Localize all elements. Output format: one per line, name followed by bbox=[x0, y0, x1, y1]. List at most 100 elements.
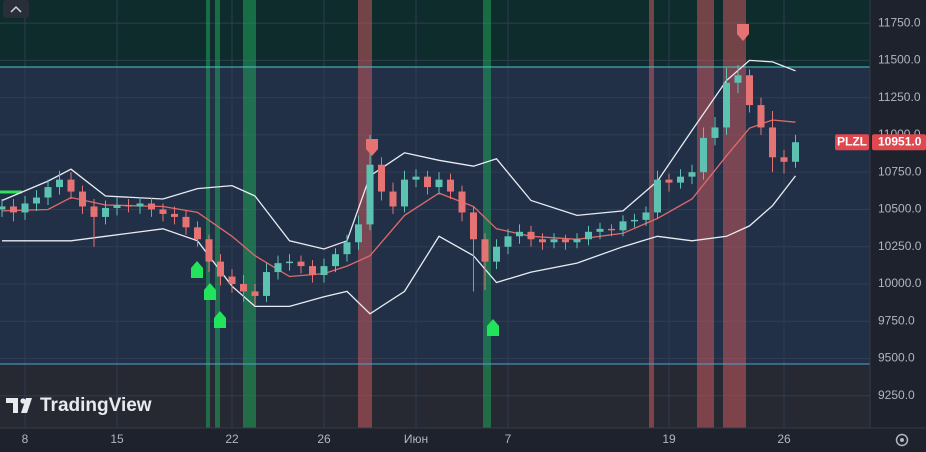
candle-body bbox=[136, 203, 144, 207]
x-tick-label: 19 bbox=[662, 432, 676, 446]
buy-signal bbox=[191, 261, 203, 278]
candle-body bbox=[711, 127, 719, 138]
price-axis bbox=[870, 0, 926, 452]
candle-body bbox=[10, 206, 17, 213]
candle-body bbox=[700, 137, 707, 173]
candle-body bbox=[332, 254, 339, 267]
candle-body bbox=[435, 179, 443, 188]
candle-body bbox=[401, 179, 408, 207]
candle-body bbox=[769, 127, 776, 158]
sell-signal bbox=[366, 139, 378, 156]
brand-logo: TradingView bbox=[6, 395, 152, 416]
candle-body bbox=[102, 207, 109, 217]
signal-stripe bbox=[243, 0, 256, 428]
x-tick-label: Июн bbox=[404, 432, 428, 446]
candle-body bbox=[171, 213, 178, 217]
candle-body bbox=[447, 179, 454, 192]
last-price-label: 10951.0 bbox=[878, 134, 922, 148]
candle-body bbox=[309, 266, 316, 276]
candle-body bbox=[194, 227, 201, 240]
sell-signal bbox=[737, 24, 749, 41]
candles bbox=[0, 64, 799, 305]
candle-body bbox=[516, 231, 523, 237]
gear-ring bbox=[895, 433, 909, 447]
candle-body bbox=[424, 176, 431, 188]
candle-body bbox=[90, 206, 98, 217]
x-tick-label: 15 bbox=[110, 432, 124, 446]
candle-body bbox=[504, 236, 512, 247]
candle-body bbox=[642, 212, 650, 220]
signals bbox=[191, 24, 749, 336]
settings-icon[interactable] bbox=[895, 433, 909, 447]
candle-body bbox=[125, 204, 132, 207]
candle-body bbox=[33, 197, 40, 204]
signal-stripe bbox=[358, 0, 372, 428]
symbol-label: PLZL bbox=[837, 134, 867, 148]
candle-body bbox=[677, 176, 684, 183]
candle-body bbox=[585, 231, 592, 240]
y-tick-label: 11500.0 bbox=[878, 53, 921, 67]
candle-body bbox=[21, 203, 29, 213]
candle-body bbox=[596, 228, 604, 232]
x-tick-label: 22 bbox=[225, 432, 239, 446]
brand-name: TradingView bbox=[40, 395, 152, 416]
signal-stripe bbox=[697, 0, 714, 428]
x-tick-label: 7 bbox=[505, 432, 512, 446]
candle-body bbox=[746, 75, 753, 106]
candle-body bbox=[67, 179, 75, 192]
buy-signal bbox=[204, 283, 216, 300]
signal-stripe bbox=[483, 0, 491, 428]
upper-band bbox=[1, 59, 796, 250]
y-tick-label: 11250.0 bbox=[878, 90, 921, 104]
y-tick-label: 10500.0 bbox=[878, 202, 922, 216]
x-tick-label: 26 bbox=[777, 432, 791, 446]
y-tick-label: 11750.0 bbox=[878, 15, 921, 29]
candle-body bbox=[527, 231, 535, 240]
x-tick-label: 26 bbox=[317, 432, 331, 446]
candle-body bbox=[44, 187, 52, 198]
candle-body bbox=[182, 216, 190, 228]
candle-body bbox=[470, 212, 477, 240]
candle-body bbox=[619, 221, 627, 231]
logo-icon bbox=[6, 398, 32, 413]
candle-body bbox=[734, 75, 742, 83]
signal-stripe bbox=[215, 0, 220, 428]
signal-stripe bbox=[649, 0, 654, 428]
candle-body bbox=[389, 191, 397, 207]
candle-body bbox=[688, 172, 696, 177]
lower-band bbox=[2, 175, 797, 315]
last-price-tag bbox=[872, 134, 926, 151]
signal-stripe bbox=[206, 0, 210, 428]
candle-body bbox=[297, 261, 305, 267]
candle-body bbox=[263, 272, 270, 296]
candle-body bbox=[79, 191, 86, 207]
candle-body bbox=[654, 179, 661, 213]
candle-body bbox=[481, 239, 489, 262]
candle-body bbox=[205, 239, 213, 262]
candle-body bbox=[320, 266, 328, 276]
candle-body bbox=[458, 191, 466, 213]
candle-body bbox=[608, 228, 615, 231]
candle-body bbox=[550, 239, 558, 243]
candle-body bbox=[723, 82, 730, 128]
candle-body bbox=[780, 157, 788, 162]
y-tick-label: 9750.0 bbox=[878, 313, 915, 327]
candle-body bbox=[562, 239, 569, 243]
gear-center bbox=[900, 438, 904, 442]
y-tick-label: 9250.0 bbox=[878, 388, 915, 402]
candle-body bbox=[573, 239, 581, 243]
candle-body bbox=[366, 164, 374, 225]
candle-body bbox=[0, 206, 6, 210]
candle-body bbox=[378, 164, 385, 192]
collapse-button[interactable] bbox=[3, 0, 29, 18]
candle-body bbox=[228, 276, 236, 284]
candle-body bbox=[631, 219, 638, 222]
candle-body bbox=[240, 283, 247, 292]
chevron-icon bbox=[10, 5, 22, 13]
labels: 9250.0 9500.0 9750.0 10000.0 10250.0 10500.0 1… bbox=[22, 15, 926, 446]
y-tick-label: 10250.0 bbox=[878, 239, 922, 253]
candle-body bbox=[113, 204, 121, 208]
candle-body bbox=[757, 105, 765, 128]
candle-body bbox=[355, 224, 362, 243]
